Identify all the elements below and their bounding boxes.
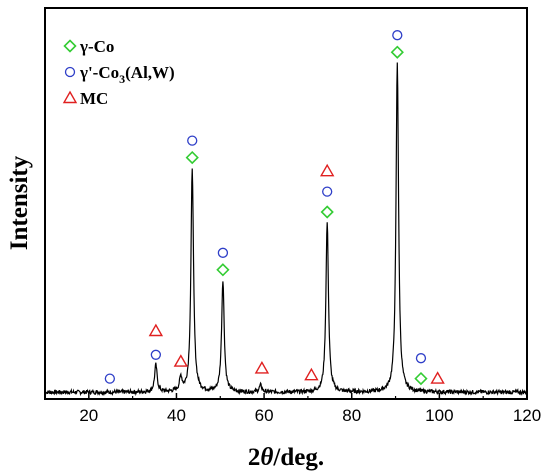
triangle-marker	[173, 354, 189, 367]
x-tick-label: 80	[342, 406, 361, 425]
x-tick-label: 60	[255, 406, 274, 425]
x-axis-title: 2θ/deg.	[248, 444, 324, 471]
circle-marker	[104, 373, 116, 384]
legend-triangle-icon	[62, 90, 78, 104]
legend-label-mc: MC	[80, 89, 108, 108]
legend: γ-Co γ'-Co3(Al,W) MC	[62, 37, 175, 108]
circle-marker	[392, 30, 403, 41]
legend-label-gammaprime: γ'-Co3(Al,W)	[79, 63, 175, 86]
triangle-marker	[254, 360, 270, 374]
y-axis-title: Intensity	[6, 155, 33, 250]
triangle-marker	[319, 163, 335, 177]
legend-label-subscript: 3	[119, 72, 125, 86]
x-tick-label: 120	[513, 406, 541, 425]
x-axis-ticks: 20 40 60 80 100 120	[44, 393, 541, 425]
legend-label-part: (Al,W)	[125, 63, 175, 82]
triangle-marker	[148, 323, 164, 337]
x-tick-label: 20	[79, 406, 98, 425]
diamond-marker	[414, 371, 428, 386]
phase-markers	[104, 30, 445, 386]
legend-circle-icon	[64, 66, 76, 78]
x-axis-title-main: 2	[248, 444, 261, 471]
circle-marker	[187, 135, 198, 146]
circle-marker	[415, 353, 427, 364]
triangle-marker	[304, 367, 319, 381]
legend-diamond-icon	[63, 39, 77, 53]
diamond-marker	[320, 205, 334, 219]
x-tick-label: 40	[167, 406, 186, 425]
legend-label-part: γ'-Co	[79, 63, 119, 82]
circle-marker	[150, 349, 162, 360]
circle-marker	[322, 186, 333, 197]
diamond-marker	[185, 150, 199, 165]
diamond-marker	[216, 263, 230, 277]
triangle-marker	[430, 371, 445, 384]
diamond-marker	[390, 45, 404, 59]
x-axis-title-unit: /deg.	[272, 444, 324, 471]
circle-marker	[217, 247, 229, 258]
plot-frame	[44, 7, 528, 400]
x-tick-label: 100	[425, 406, 453, 425]
x-axis-title-theta: θ	[260, 444, 273, 471]
legend-label-gamma: γ-Co	[79, 37, 114, 56]
xrd-pattern-line	[44, 62, 528, 397]
